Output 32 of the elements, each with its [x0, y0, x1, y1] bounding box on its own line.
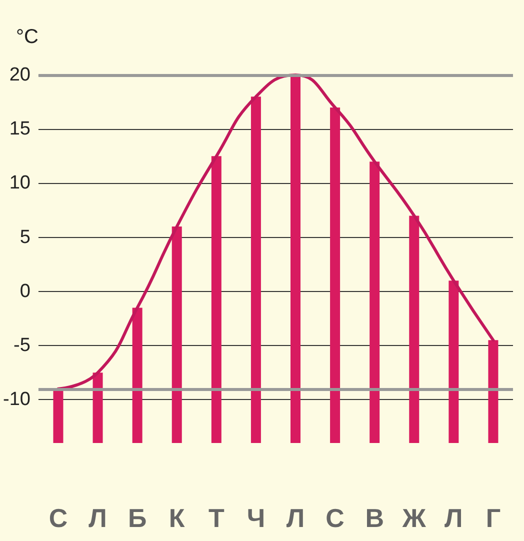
- x-tick-label: Б: [128, 503, 147, 533]
- bar: [250, 96, 261, 443]
- x-tick-label: В: [365, 503, 384, 533]
- line-series: [56, 74, 495, 390]
- bar: [92, 372, 103, 443]
- bar: [330, 107, 340, 443]
- x-tick-label: Ж: [401, 503, 426, 533]
- y-tick-label: 0: [20, 280, 30, 302]
- x-tick-label: Т: [208, 503, 224, 533]
- bar: [409, 216, 420, 443]
- x-tick-label: К: [168, 503, 185, 533]
- x-tick-label: Л: [88, 503, 107, 533]
- y-tick-label: 15: [9, 118, 30, 140]
- y-tick-label: 5: [20, 226, 30, 248]
- bar: [290, 75, 301, 443]
- x-tick-label: Г: [486, 503, 501, 533]
- y-tick-label: -5: [14, 335, 30, 356]
- x-tick-label: С: [48, 503, 68, 533]
- y-axis-title: °C: [16, 26, 38, 48]
- y-tick-label: 10: [9, 172, 30, 194]
- bar: [448, 280, 459, 443]
- y-tick-label: -10: [2, 389, 30, 410]
- bar: [172, 226, 182, 443]
- x-tick-label: Л: [286, 503, 305, 533]
- bar: [132, 308, 142, 443]
- bar: [488, 340, 498, 443]
- bar: [211, 156, 222, 443]
- bar: [370, 162, 380, 443]
- y-tick-label: 20: [9, 64, 30, 86]
- x-tick-label: С: [326, 503, 345, 533]
- x-tick-label: Ч: [246, 503, 266, 533]
- x-tick-label: Л: [444, 503, 463, 533]
